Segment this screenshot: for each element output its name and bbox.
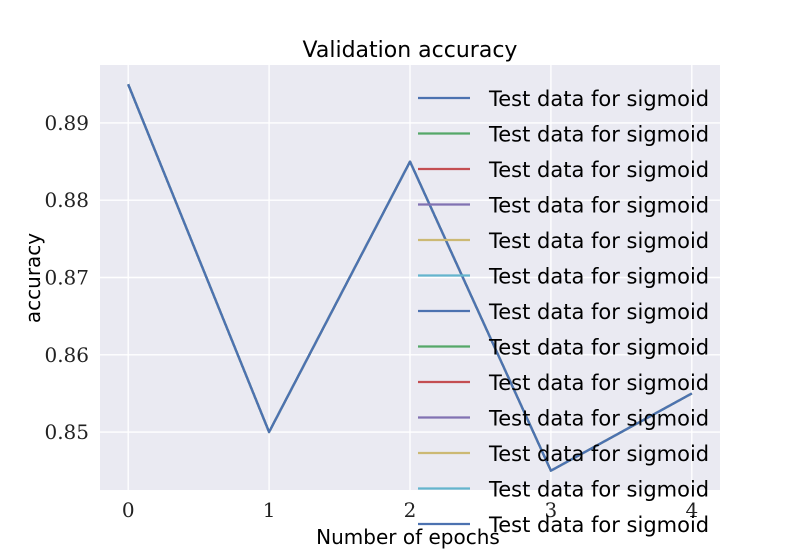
legend-label: Test data for sigmoid <box>488 513 709 537</box>
legend-label: Test data for sigmoid <box>488 300 709 324</box>
series-line-12 <box>127 83 693 472</box>
y-tick-label: 0.86 <box>44 343 89 367</box>
legend-label: Test data for sigmoid <box>488 123 709 147</box>
x-axis-ticks: 0 1 2 3 4 <box>122 498 698 522</box>
legend-label: Test data for sigmoid <box>488 371 709 395</box>
y-tick-label: 0.85 <box>44 420 89 444</box>
legend-label: Test data for sigmoid <box>488 478 709 502</box>
x-tick-label: 1 <box>263 498 276 522</box>
series-layer <box>127 83 693 472</box>
legend-label: Test data for sigmoid <box>488 442 709 466</box>
x-tick-label: 0 <box>122 498 135 522</box>
y-axis-label: accuracy <box>21 233 45 323</box>
legend-label: Test data for sigmoid <box>488 336 709 360</box>
y-tick-label: 0.87 <box>44 266 89 290</box>
legend-label: Test data for sigmoid <box>488 87 709 111</box>
y-axis-ticks: 0.85 0.86 0.87 0.88 0.89 <box>44 111 89 444</box>
legend-label: Test data for sigmoid <box>488 265 709 289</box>
x-tick-label: 3 <box>545 498 558 522</box>
y-tick-label: 0.88 <box>44 188 89 212</box>
x-tick-label: 4 <box>685 498 698 522</box>
y-tick-label: 0.89 <box>44 111 89 135</box>
grid <box>100 65 720 490</box>
legend-label: Test data for sigmoid <box>488 194 709 218</box>
legend-label: Test data for sigmoid <box>488 229 709 253</box>
x-axis-label: Number of epochs <box>316 525 500 549</box>
legend: Test data for sigmoid Test data for sigmo… <box>418 87 709 537</box>
x-tick-label: 2 <box>404 498 417 522</box>
legend-label: Test data for sigmoid <box>488 158 709 182</box>
chart-title: Validation accuracy <box>303 38 518 63</box>
legend-label: Test data for sigmoid <box>488 407 709 431</box>
